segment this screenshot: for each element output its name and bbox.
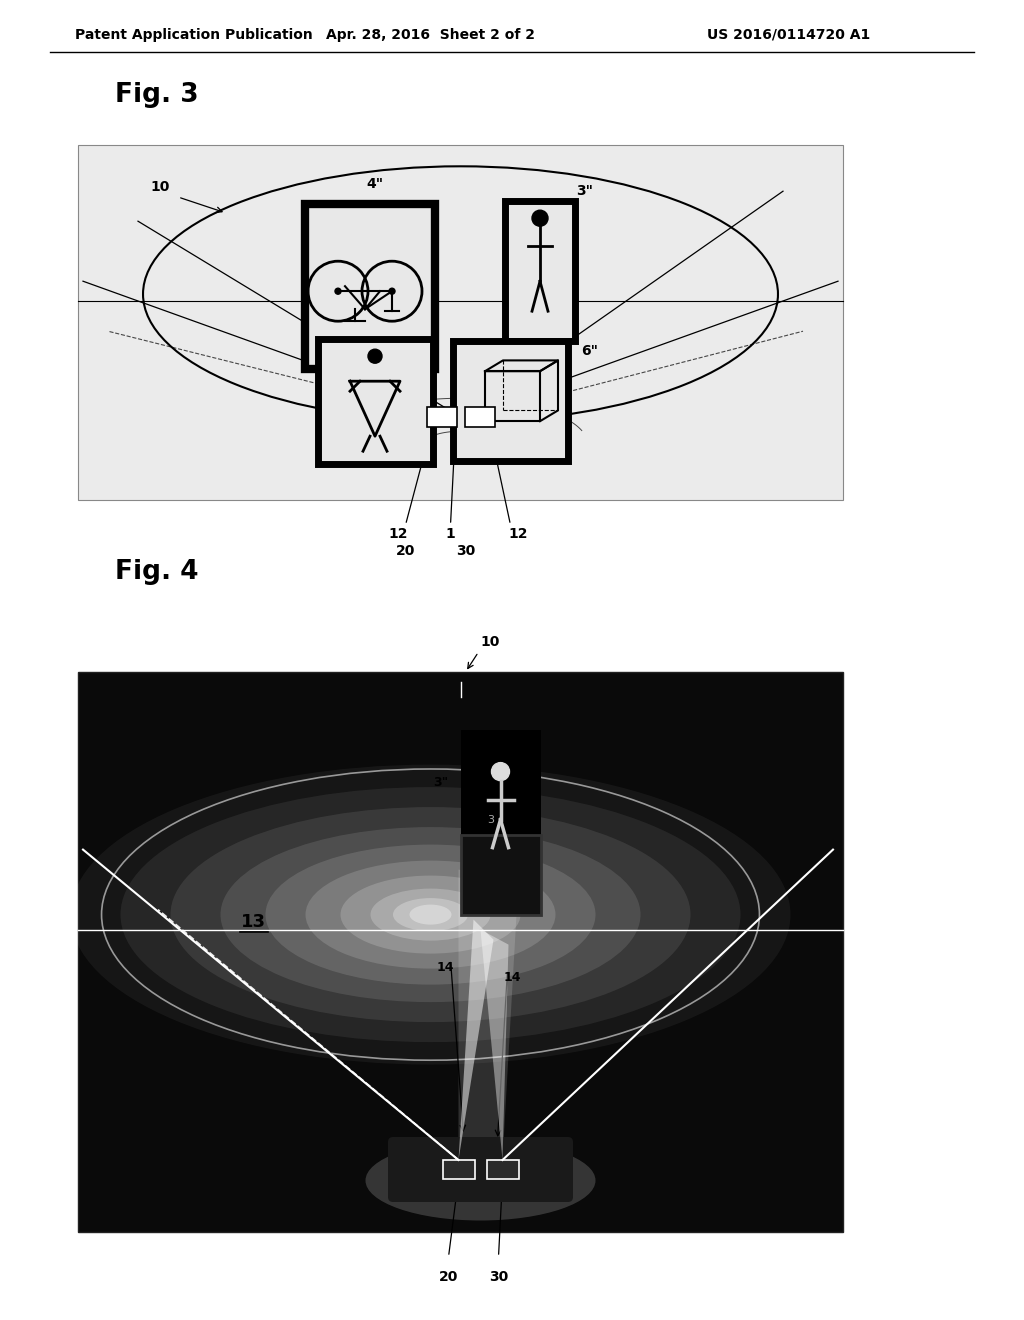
Circle shape	[389, 288, 395, 294]
Text: 14: 14	[504, 972, 521, 985]
Polygon shape	[459, 870, 518, 1160]
Text: Fig. 3: Fig. 3	[115, 82, 199, 108]
Text: Fig. 4: Fig. 4	[115, 558, 199, 585]
Ellipse shape	[121, 787, 740, 1041]
Polygon shape	[459, 920, 494, 1160]
Bar	[486, 1160, 518, 1179]
Text: 12: 12	[509, 527, 528, 541]
Text: 20: 20	[396, 544, 415, 558]
Bar	[461, 730, 541, 834]
Ellipse shape	[341, 875, 520, 953]
Ellipse shape	[265, 845, 596, 985]
FancyBboxPatch shape	[388, 1137, 573, 1203]
Circle shape	[335, 288, 341, 294]
Text: 13: 13	[241, 912, 265, 931]
Circle shape	[492, 763, 510, 780]
Text: 5": 5"	[337, 314, 353, 327]
Bar	[505, 201, 575, 341]
Ellipse shape	[366, 1140, 596, 1221]
Bar	[461, 834, 541, 915]
Ellipse shape	[410, 904, 452, 924]
Ellipse shape	[305, 861, 555, 969]
Circle shape	[532, 210, 548, 226]
Bar	[453, 341, 567, 461]
Ellipse shape	[71, 764, 791, 1065]
Bar	[305, 203, 435, 368]
Ellipse shape	[171, 807, 690, 1022]
Bar	[78, 672, 843, 1232]
Bar	[427, 407, 457, 426]
Text: 1: 1	[445, 527, 456, 541]
Bar	[465, 407, 495, 426]
Ellipse shape	[393, 898, 468, 931]
Text: 12: 12	[389, 527, 409, 541]
Bar	[317, 339, 432, 463]
Text: US 2016/0114720 A1: US 2016/0114720 A1	[707, 28, 870, 42]
Text: 3: 3	[487, 814, 494, 825]
Text: 14: 14	[437, 961, 455, 974]
Text: 30: 30	[488, 1270, 508, 1284]
Text: Apr. 28, 2016  Sheet 2 of 2: Apr. 28, 2016 Sheet 2 of 2	[326, 28, 535, 42]
Text: 30: 30	[456, 544, 475, 558]
Text: 10: 10	[481, 635, 500, 649]
Text: 10: 10	[151, 180, 170, 194]
Circle shape	[368, 350, 382, 363]
Text: 4": 4"	[367, 177, 384, 190]
Polygon shape	[480, 929, 509, 1160]
Bar	[442, 1160, 474, 1179]
Ellipse shape	[371, 888, 490, 941]
Bar	[78, 145, 843, 500]
Text: 3": 3"	[433, 776, 449, 788]
Text: 6": 6"	[582, 345, 598, 358]
Text: 20: 20	[439, 1270, 458, 1284]
Ellipse shape	[220, 828, 640, 1002]
Text: 3": 3"	[577, 185, 594, 198]
Text: Patent Application Publication: Patent Application Publication	[75, 28, 312, 42]
